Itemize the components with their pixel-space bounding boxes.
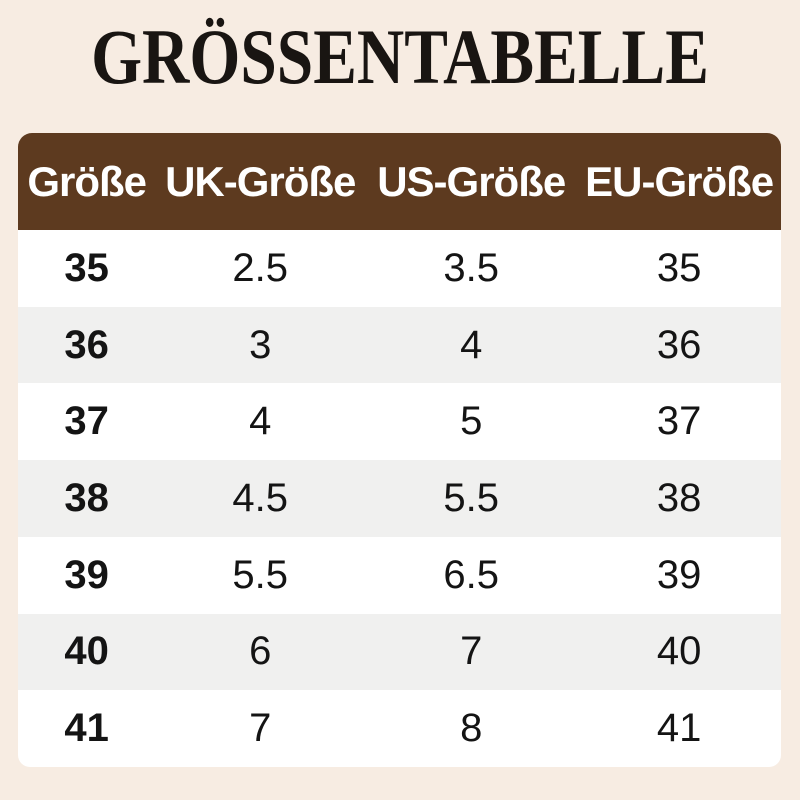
table-row: 36 3 4 36 bbox=[18, 306, 781, 384]
size-table-grid: Größe UK-Größe US-Größe EU-Größe 35 2.5 3.… bbox=[18, 133, 781, 767]
table-cell: 4 bbox=[249, 399, 272, 444]
size-cell: 35 bbox=[64, 245, 109, 290]
table-cell: 7 bbox=[460, 629, 483, 674]
table-row: 37 4 5 37 bbox=[18, 383, 781, 461]
table-row: 40 6 7 40 bbox=[18, 613, 781, 691]
table-cell: 2.5 bbox=[232, 245, 289, 290]
table-cell: 4.5 bbox=[232, 475, 289, 520]
page-title: GRÖSSENTABELLE bbox=[91, 13, 709, 100]
table-cell: 39 bbox=[656, 552, 702, 597]
table-row: 41 7 8 41 bbox=[18, 690, 781, 767]
table-cell: 8 bbox=[460, 706, 483, 751]
size-cell: 40 bbox=[64, 629, 109, 674]
table-cell: 6.5 bbox=[443, 552, 499, 597]
table-cell: 3 bbox=[249, 322, 272, 367]
table-cell: 35 bbox=[656, 245, 702, 290]
size-table: Größe UK-Größe US-Größe EU-Größe 35 2.5 3.… bbox=[18, 133, 781, 767]
column-header-eu: EU-Größe bbox=[585, 157, 774, 205]
table-row: 35 2.5 3.5 35 bbox=[18, 230, 781, 307]
table-cell: 4 bbox=[460, 322, 483, 367]
size-cell: 41 bbox=[64, 706, 109, 751]
table-cell: 5 bbox=[460, 399, 483, 444]
table-cell: 6 bbox=[249, 629, 272, 674]
table-cell: 38 bbox=[656, 475, 702, 520]
size-cell: 39 bbox=[64, 552, 109, 597]
size-cell: 36 bbox=[64, 322, 109, 367]
table-cell: 5.5 bbox=[443, 475, 499, 520]
size-cell: 38 bbox=[64, 475, 109, 520]
table-cell: 5.5 bbox=[232, 552, 289, 597]
table-header-row: Größe UK-Größe US-Größe EU-Größe bbox=[18, 133, 781, 230]
size-table-body: 35 2.5 3.5 35 36 3 4 36 37 4 5 37 38 4.5 5.5 38 39 5.5 6.5… bbox=[18, 230, 781, 767]
table-cell: 36 bbox=[656, 322, 702, 367]
column-header-us: US-Größe bbox=[377, 157, 566, 205]
table-cell: 7 bbox=[249, 706, 272, 751]
table-row: 39 5.5 6.5 39 bbox=[18, 536, 781, 614]
table-cell: 40 bbox=[656, 629, 702, 674]
column-header-groesse: Größe bbox=[27, 157, 147, 205]
column-header-uk: UK-Größe bbox=[165, 157, 356, 205]
table-cell: 41 bbox=[656, 706, 702, 751]
table-cell: 37 bbox=[656, 399, 702, 444]
table-row: 38 4.5 5.5 38 bbox=[18, 460, 781, 537]
size-cell: 37 bbox=[64, 399, 109, 444]
table-cell: 3.5 bbox=[443, 245, 499, 290]
